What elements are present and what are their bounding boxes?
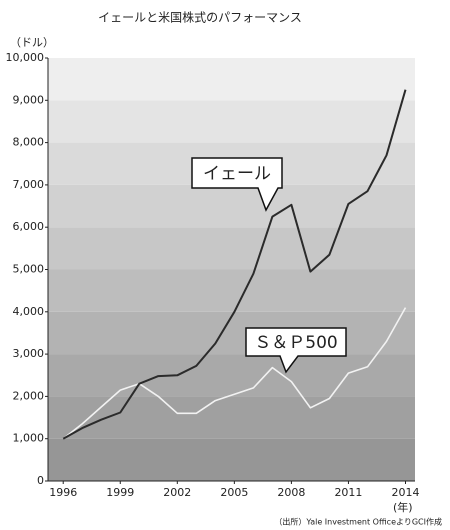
x-tick-label: 1996 — [49, 486, 77, 499]
y-tick-label: 6,000 — [13, 220, 45, 233]
x-axis-label: (年) — [393, 500, 413, 514]
y-tick-label: 2,000 — [13, 389, 45, 402]
x-tick-label: 1999 — [106, 486, 134, 499]
x-tick-label: 2008 — [277, 486, 305, 499]
band — [48, 269, 415, 312]
x-tick-label: 2014 — [391, 486, 419, 499]
callout-box — [245, 327, 347, 374]
series-line — [62, 89, 407, 440]
y-tick-label: 9,000 — [13, 93, 45, 106]
x-tick-label: 2002 — [163, 486, 191, 499]
y-tick-label: 7,000 — [13, 178, 45, 191]
y-tick-label: 5,000 — [13, 263, 45, 276]
y-axis-label: （ドル） — [10, 36, 54, 49]
background — [48, 58, 415, 481]
source: （出所）Yale Investment OfficeよりGCI作成 — [274, 517, 442, 527]
y-tick-label: 1,000 — [13, 432, 45, 445]
callouts: イェール Ｓ＆Ｐ500 — [191, 157, 347, 374]
callout-box — [191, 157, 283, 212]
band — [48, 227, 415, 270]
band — [48, 100, 415, 143]
y-tick-label: 0 — [37, 474, 44, 487]
y-tick-label: 8,000 — [13, 136, 45, 149]
band — [48, 184, 415, 228]
y-tick-label: 10,000 — [6, 51, 45, 64]
y-tick-label: 3,000 — [13, 347, 45, 360]
band — [48, 58, 415, 101]
band — [48, 438, 415, 481]
x-tick-label: 2011 — [334, 486, 362, 499]
y-tick-label: 4,000 — [13, 305, 45, 318]
series-label: イェール — [203, 164, 271, 184]
x-tick-label: 2005 — [220, 486, 248, 499]
plot: 0 1,000 2,000 3,000 4,000 5,000 6,000 7,000 8,00… — [6, 51, 420, 499]
series-line — [62, 307, 407, 440]
band — [48, 311, 415, 355]
chart-title: イェールと米国株式のパフォーマンス — [98, 10, 302, 25]
band — [48, 396, 415, 439]
band — [48, 354, 415, 397]
series-label: Ｓ＆Ｐ500 — [254, 333, 337, 353]
